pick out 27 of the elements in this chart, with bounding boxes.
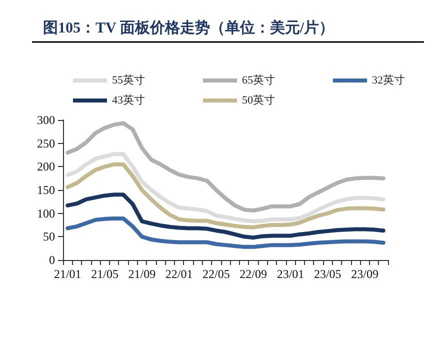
y-tick-label: 200	[37, 160, 55, 174]
line-series	[66, 121, 386, 213]
x-tick-label: 23/05	[314, 267, 342, 281]
x-tick-label: 23/09	[351, 267, 378, 281]
y-tick-label: 100	[37, 206, 55, 220]
chart-title: 图105：TV 面板价格走势（单位：美元/片）	[43, 18, 334, 36]
line-series	[66, 152, 386, 224]
x-tick-label: 22/05	[202, 267, 230, 281]
legend-label: 32英寸	[372, 74, 405, 86]
line-series	[66, 192, 386, 240]
legend-label: 50英寸	[242, 94, 275, 106]
x-tick-label: 21/01	[54, 267, 82, 281]
y-tick-label: 50	[43, 230, 55, 244]
legend-label: 55英寸	[112, 74, 145, 86]
legend-label: 43英寸	[112, 94, 145, 106]
y-tick-label: 150	[37, 183, 55, 197]
y-tick-label: 250	[37, 136, 55, 150]
x-tick-label: 21/09	[128, 267, 156, 281]
x-tick-label: 23/01	[276, 267, 304, 281]
y-tick-label: 300	[37, 113, 55, 127]
x-tick-label: 22/09	[240, 267, 268, 281]
line-series	[66, 216, 386, 249]
line-series	[66, 162, 386, 230]
legend-label: 65英寸	[242, 74, 275, 86]
y-tick-label: 0	[49, 253, 55, 267]
x-tick-label: 22/01	[165, 267, 193, 281]
x-tick-label: 21/05	[91, 267, 118, 281]
